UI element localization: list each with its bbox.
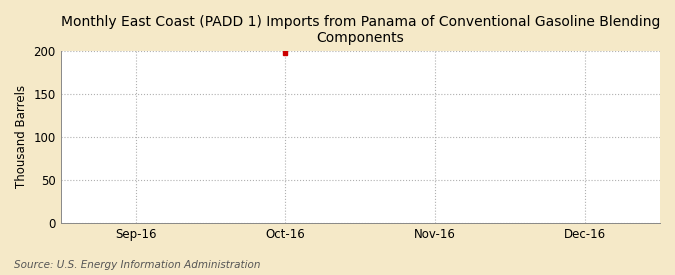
Y-axis label: Thousand Barrels: Thousand Barrels xyxy=(15,85,28,188)
Text: Source: U.S. Energy Information Administration: Source: U.S. Energy Information Administ… xyxy=(14,260,260,270)
Title: Monthly East Coast (PADD 1) Imports from Panama of Conventional Gasoline Blendin: Monthly East Coast (PADD 1) Imports from… xyxy=(61,15,660,45)
